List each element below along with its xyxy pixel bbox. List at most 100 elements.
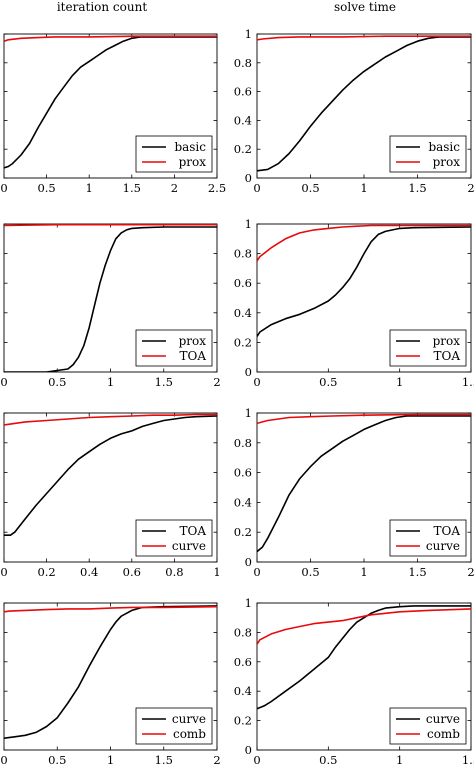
x-tick-label: 1 bbox=[360, 565, 367, 579]
legend-box bbox=[389, 329, 467, 367]
y-tick-label: 0.6 bbox=[234, 466, 252, 480]
y-tick-label: 0 bbox=[245, 171, 252, 185]
x-tick-label: 1.5 bbox=[155, 753, 173, 767]
y-tick-label: 0 bbox=[245, 555, 252, 569]
y-tick-label: 0.4 bbox=[234, 684, 252, 698]
series-line-curve bbox=[4, 605, 217, 739]
series-line-prox bbox=[257, 35, 471, 41]
x-tick-label: 0.8 bbox=[165, 565, 183, 579]
legend-box bbox=[135, 135, 213, 173]
legend-label-toa: TOA bbox=[433, 349, 460, 363]
y-tick-label: 0.8 bbox=[234, 625, 252, 639]
legend-label-prox: prox bbox=[179, 155, 207, 169]
x-tick-label: 1.5 bbox=[408, 181, 426, 195]
x-tick-label: 0.5 bbox=[48, 375, 66, 389]
legend-label-curve: curve bbox=[426, 712, 460, 726]
legend-box bbox=[135, 329, 213, 367]
x-tick-label: 0 bbox=[0, 565, 7, 579]
legend-box bbox=[389, 707, 467, 745]
series-line-curve bbox=[4, 413, 217, 426]
x-tick-label: 2 bbox=[213, 375, 220, 389]
series-line-comb bbox=[4, 605, 217, 613]
series-line-prox bbox=[4, 226, 217, 372]
y-tick-label: 1 bbox=[245, 217, 252, 231]
column-title-solve-time: solve time bbox=[333, 0, 397, 14]
legend-label-prox: prox bbox=[433, 334, 461, 348]
y-tick-label: 0.4 bbox=[234, 113, 252, 127]
legend-label-toa: TOA bbox=[179, 524, 206, 538]
series-line-comb bbox=[257, 608, 471, 645]
x-tick-label: 0.6 bbox=[123, 565, 141, 579]
y-tick-label: 1 bbox=[245, 27, 252, 41]
x-tick-label: 2 bbox=[467, 565, 474, 579]
x-tick-label: 0.5 bbox=[301, 181, 319, 195]
x-tick-label: 0 bbox=[253, 181, 260, 195]
legend-label-comb: comb bbox=[173, 727, 206, 741]
series-line-basic bbox=[4, 36, 217, 169]
x-tick-label: 0.5 bbox=[301, 565, 319, 579]
x-tick-label: 1.5 bbox=[408, 565, 426, 579]
legend-box bbox=[389, 519, 467, 557]
y-tick-label: 0.8 bbox=[234, 436, 252, 450]
legend-label-curve: curve bbox=[426, 539, 460, 553]
legend-label-prox: prox bbox=[179, 334, 207, 348]
legend-label-toa: TOA bbox=[179, 349, 206, 363]
series-line-toa bbox=[257, 224, 471, 262]
x-tick-label: 2.5 bbox=[208, 181, 226, 195]
x-tick-label: 0 bbox=[0, 375, 7, 389]
series-line-toa bbox=[4, 415, 217, 537]
x-tick-label: 0.5 bbox=[319, 375, 337, 389]
legend-box bbox=[135, 519, 213, 557]
x-tick-label: 1 bbox=[360, 181, 367, 195]
plot-frame bbox=[3, 33, 218, 179]
x-tick-label: 0.4 bbox=[80, 565, 98, 579]
x-tick-label: 2 bbox=[213, 753, 220, 767]
series-line-toa bbox=[4, 224, 217, 227]
x-tick-label: 0 bbox=[0, 753, 7, 767]
legend-label-curve: curve bbox=[172, 539, 206, 553]
x-tick-label: 1 bbox=[107, 753, 114, 767]
legend-label-comb: comb bbox=[427, 727, 460, 741]
x-tick-label: 2 bbox=[467, 181, 474, 195]
series-line-prox bbox=[4, 35, 217, 42]
y-tick-label: 0.4 bbox=[234, 495, 252, 509]
legend-label-basic: basic bbox=[428, 140, 460, 154]
x-tick-label: 0 bbox=[253, 565, 260, 579]
series-line-curve bbox=[257, 605, 471, 710]
x-tick-label: 1 bbox=[396, 375, 403, 389]
x-tick-label: 1.5 bbox=[123, 181, 141, 195]
x-tick-label: 1 bbox=[107, 375, 114, 389]
legend-label-basic: basic bbox=[174, 140, 206, 154]
legend-label-toa: TOA bbox=[433, 524, 460, 538]
legend-label-prox: prox bbox=[433, 155, 461, 169]
series-line-basic bbox=[257, 36, 471, 172]
y-tick-label: 0.8 bbox=[234, 247, 252, 261]
y-tick-label: 1 bbox=[245, 406, 252, 420]
column-title-iteration-count: iteration count bbox=[56, 0, 148, 14]
x-tick-label: 0.5 bbox=[319, 753, 337, 767]
x-tick-label: 0.5 bbox=[48, 753, 66, 767]
x-tick-label: 0 bbox=[253, 753, 260, 767]
x-tick-label: 0 bbox=[0, 181, 7, 195]
x-tick-label: 2 bbox=[171, 181, 178, 195]
series-line-toa bbox=[257, 415, 471, 553]
y-tick-label: 0.6 bbox=[234, 655, 252, 669]
y-tick-label: 0.6 bbox=[234, 276, 252, 290]
legend-box bbox=[389, 135, 467, 173]
y-tick-label: 0.2 bbox=[234, 335, 252, 349]
x-tick-label: 0.5 bbox=[37, 181, 55, 195]
